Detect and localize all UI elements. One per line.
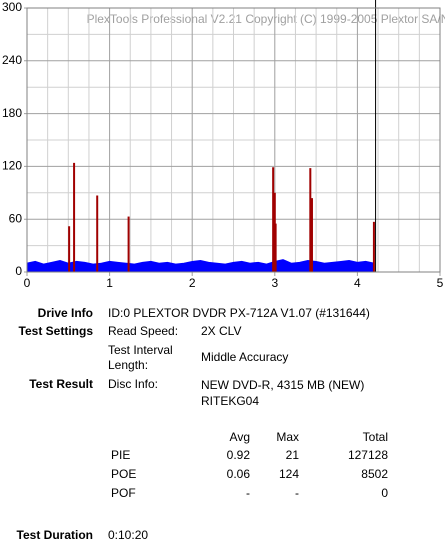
chart: PlexTools Professional V2.21 Copyright (… bbox=[2, 0, 445, 290]
x-tick-label: 0 bbox=[24, 276, 31, 290]
stat-value: - bbox=[246, 486, 250, 500]
x-tick-label: 4 bbox=[354, 276, 361, 290]
stat-value: 124 bbox=[278, 467, 299, 481]
value: 2X CLV bbox=[201, 324, 242, 338]
stat-name: PIE bbox=[111, 448, 131, 462]
stat-value: 0.92 bbox=[226, 448, 250, 462]
y-tick-label: 240 bbox=[2, 53, 22, 67]
col-header: Avg bbox=[229, 430, 250, 444]
y-tick-label: 120 bbox=[2, 159, 22, 173]
value: NEW DVD-R, 4315 MB (NEW) RITEKG04 bbox=[201, 378, 365, 408]
stat-value: 0.06 bbox=[226, 467, 250, 481]
key: Test Interval Length: bbox=[108, 343, 173, 372]
key: Read Speed: bbox=[108, 324, 179, 338]
stat-name: POF bbox=[111, 486, 136, 500]
x-tick-label: 1 bbox=[106, 276, 113, 290]
stat-value: 127128 bbox=[347, 448, 388, 462]
col-header: Max bbox=[276, 430, 299, 444]
col-header: Total bbox=[362, 430, 388, 444]
y-tick-label: 0 bbox=[15, 264, 22, 278]
label: Drive Info bbox=[37, 306, 93, 320]
stat-value: 0 bbox=[381, 486, 388, 500]
plot-frame bbox=[26, 7, 441, 273]
key: Disc Info: bbox=[108, 377, 159, 391]
label: Test Result bbox=[29, 377, 93, 391]
stat-value: 8502 bbox=[361, 467, 388, 481]
stat-value: 21 bbox=[285, 448, 299, 462]
label: Test Settings bbox=[18, 324, 93, 338]
x-tick-label: 5 bbox=[437, 276, 444, 290]
watermark: PlexTools Professional V2.21 Copyright (… bbox=[87, 12, 445, 26]
label: Test Duration bbox=[16, 528, 93, 542]
x-tick-label: 2 bbox=[189, 276, 196, 290]
y-tick-label: 60 bbox=[9, 211, 23, 225]
value: ID:0 PLEXTOR DVDR PX-712A V1.07 (#131644… bbox=[108, 306, 370, 320]
stat-name: POE bbox=[111, 467, 137, 481]
pie-area bbox=[26, 259, 375, 273]
value: Middle Accuracy bbox=[201, 350, 289, 364]
stat-value: - bbox=[295, 486, 299, 500]
y-tick-label: 300 bbox=[2, 0, 22, 14]
value: 0:10:20 bbox=[108, 528, 149, 542]
y-tick-label: 180 bbox=[2, 106, 22, 120]
x-tick-label: 3 bbox=[271, 276, 278, 290]
